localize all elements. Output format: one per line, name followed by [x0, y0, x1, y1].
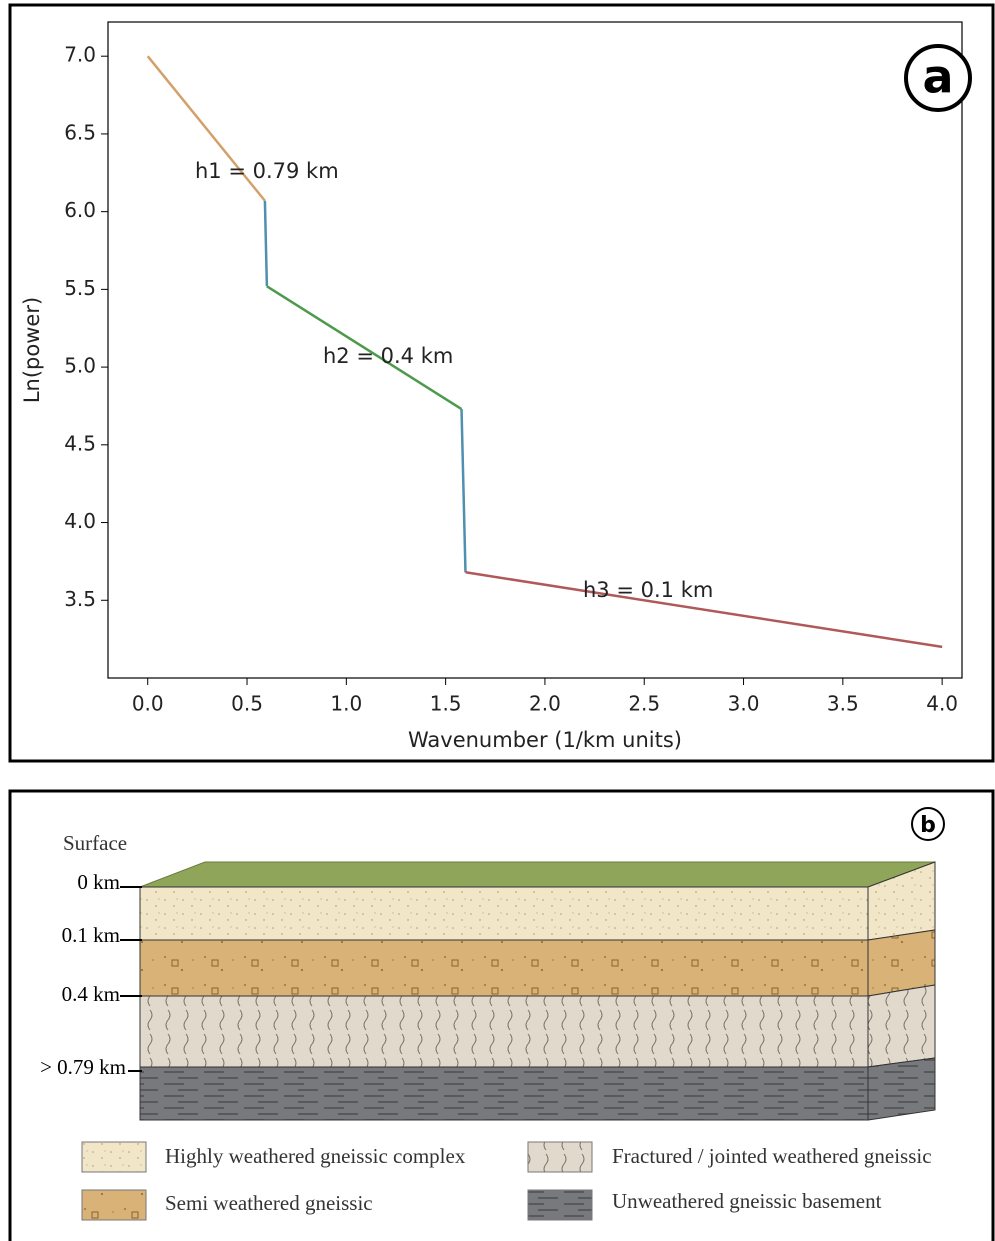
- panel-label: b: [920, 813, 936, 838]
- depth-label: 0.4 km: [62, 982, 120, 1006]
- legend-label: Semi weathered gneissic: [165, 1191, 373, 1215]
- x-tick-label: 3.0: [728, 692, 760, 716]
- y-axis-label: Ln(power): [20, 297, 44, 403]
- x-tick-label: 1.5: [430, 692, 462, 716]
- side-face: [867, 984, 936, 1068]
- depth-ticks: [120, 886, 142, 1072]
- layer-semi-weathered: [139, 939, 869, 997]
- x-tick-label: 0.5: [231, 692, 263, 716]
- y-tick-label: 5.5: [64, 276, 96, 300]
- depth-label: 0.1 km: [62, 923, 120, 947]
- legend-swatch: [527, 1141, 593, 1173]
- legend-label: Highly weathered gneissic complex: [165, 1144, 466, 1168]
- surface-label: Surface: [63, 831, 127, 855]
- x-tick-label: 2.0: [529, 692, 561, 716]
- legend-label: Unweathered gneissic basement: [612, 1189, 882, 1213]
- layer-basement: [139, 1066, 869, 1121]
- y-tick-label: 5.0: [64, 354, 96, 378]
- line-series: [460, 409, 467, 573]
- y-tick-label: 4.5: [64, 431, 96, 455]
- legend-swatch: [527, 1189, 593, 1221]
- depth-label: 0 km: [77, 870, 120, 894]
- panel-frame: [8, 3, 995, 763]
- panel-badge: [911, 807, 945, 841]
- layer-fractured: [139, 995, 869, 1068]
- y-tick-label: 6.5: [64, 120, 96, 144]
- legend-swatch: [81, 1189, 147, 1221]
- side-face: [867, 929, 936, 997]
- line-series: [263, 200, 269, 287]
- y-tick-label: 7.0: [64, 43, 96, 67]
- x-axis-label: Wavenumber (1/km units): [408, 728, 682, 752]
- chart: 0.0 0.5 1.0 1.5 2.0 2.5 3.0 3.5 4.0 3.5 4.0 4.5 5.0 5…: [64, 43, 958, 716]
- side-face: [867, 1057, 936, 1121]
- x-tick-label: 2.5: [628, 692, 660, 716]
- annotation: h3 = 0.1 km: [583, 578, 713, 602]
- legend-label: Fractured / jointed weathered gneissic: [612, 1144, 932, 1168]
- line-series: [465, 571, 943, 649]
- annotation: h1 = 0.79 km: [195, 159, 339, 183]
- x-tick-label: 0.0: [132, 692, 164, 716]
- x-tick-label: 3.5: [827, 692, 859, 716]
- y-tick-label: 3.5: [64, 587, 96, 611]
- x-tick-label: 4.0: [926, 692, 958, 716]
- line-series: [146, 55, 266, 202]
- y-tick-label: 4.0: [64, 509, 96, 533]
- depth-label: > 0.79 km: [40, 1055, 126, 1079]
- line-series: [266, 285, 463, 411]
- panel-label: a: [922, 50, 953, 104]
- legend-swatch: [81, 1141, 147, 1173]
- layer-highly-weathered: [139, 886, 869, 941]
- y-tick-label: 6.0: [64, 198, 96, 222]
- annotation: h2 = 0.4 km: [323, 344, 453, 368]
- plot-area: [107, 21, 963, 679]
- panel-badge: [904, 44, 972, 112]
- x-tick-label: 1.0: [330, 692, 362, 716]
- grass-top: [139, 861, 936, 888]
